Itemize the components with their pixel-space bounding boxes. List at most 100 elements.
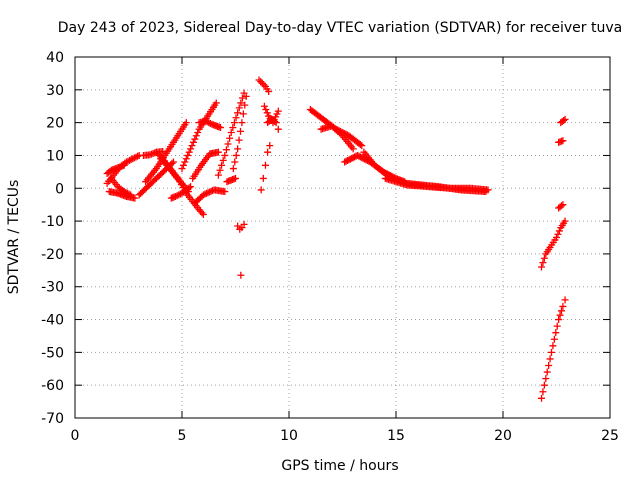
data-point [553,234,560,241]
data-point [126,156,134,164]
data-point [257,78,265,86]
y-tick-label: -30 [41,280,64,296]
data-point [257,186,265,194]
data-point [204,189,212,197]
plot-frame [74,56,611,419]
data-point [264,148,272,156]
data-point [206,119,214,127]
data-point [538,394,546,402]
data-point [168,159,176,167]
x-tick-label: 20 [494,428,512,444]
data-point [238,119,246,127]
data-point [261,161,269,169]
data-point [550,335,558,343]
data-point [231,158,239,166]
y-tick-labels: -70 -60 -50 -40 -30 -20 -10 0 10 20 30 40 [41,50,64,427]
data-point [237,99,245,107]
data-point [130,154,138,162]
data-point [255,76,263,84]
series-arc-19 [237,271,245,279]
data-point [540,254,548,262]
series-arc-32 [557,115,569,127]
data-point [260,81,268,89]
data-point [559,302,567,310]
data-point [188,142,196,150]
series-arc-18 [234,220,248,233]
data-point [156,151,164,159]
data-point [561,296,569,304]
data-point [539,259,547,267]
series-arc-33 [555,201,567,212]
series-arc-14 [195,117,225,132]
data-point [185,184,193,192]
y-tick-label: -10 [41,214,64,230]
data-point [557,307,565,315]
data-point [238,94,246,102]
data-point [272,119,280,127]
data-point [234,109,242,117]
data-point [127,191,135,199]
data-point [266,142,274,150]
data-point [549,342,557,350]
data-series [103,76,569,402]
series-arc-13 [191,186,229,207]
data-point [224,140,232,148]
data-point [235,104,243,112]
data-point [214,171,222,179]
data-point [185,148,193,156]
x-tick-label: 25 [601,428,619,444]
data-point [187,183,195,191]
data-point [540,381,548,389]
data-point [205,119,213,127]
data-point [274,125,282,133]
data-point [159,148,167,156]
y-tick-label: 30 [46,83,64,99]
grid-lines [75,57,610,418]
data-point [216,166,224,174]
data-point [241,101,249,109]
data-point [169,158,177,166]
data-point [227,128,235,136]
data-point [123,189,131,197]
x-axis-label: GPS time / hours [281,458,398,474]
data-point [199,211,207,219]
y-tick-label: -50 [41,345,64,361]
data-point [152,148,160,156]
data-point [221,188,229,196]
data-point [553,322,561,330]
x-tick-labels: 0 5 10 15 20 25 [71,428,619,444]
series-arc-16 [229,92,250,173]
data-point [158,156,166,164]
series-arc-23 [264,115,282,133]
data-point [172,192,180,200]
y-tick-label: -70 [41,411,64,427]
series-arc-15 [214,89,248,179]
data-point [219,156,227,164]
data-point [199,191,207,199]
y-tick-label: -40 [41,313,64,329]
data-point [240,220,248,228]
series-arc-21 [257,142,274,194]
data-point [539,388,547,396]
y-axis-label: SDTVAR / TECUs [6,180,22,295]
data-point [556,311,564,319]
data-point [337,130,345,138]
data-point [546,355,554,363]
data-point [236,127,244,135]
data-point [194,128,202,136]
data-point [222,146,230,154]
series-arc-04 [107,174,135,199]
data-point [356,141,364,149]
data-point [561,115,569,123]
data-point [559,137,567,145]
y-tick-label: 10 [46,148,64,164]
data-point [184,151,192,159]
data-point [221,151,229,159]
series-arc-17 [223,174,239,186]
data-point [189,138,197,146]
data-point [151,149,159,157]
data-point [202,189,210,197]
series-arc-12 [189,148,222,182]
y-tick-label: -60 [41,378,64,394]
axis-ticks [74,56,611,419]
